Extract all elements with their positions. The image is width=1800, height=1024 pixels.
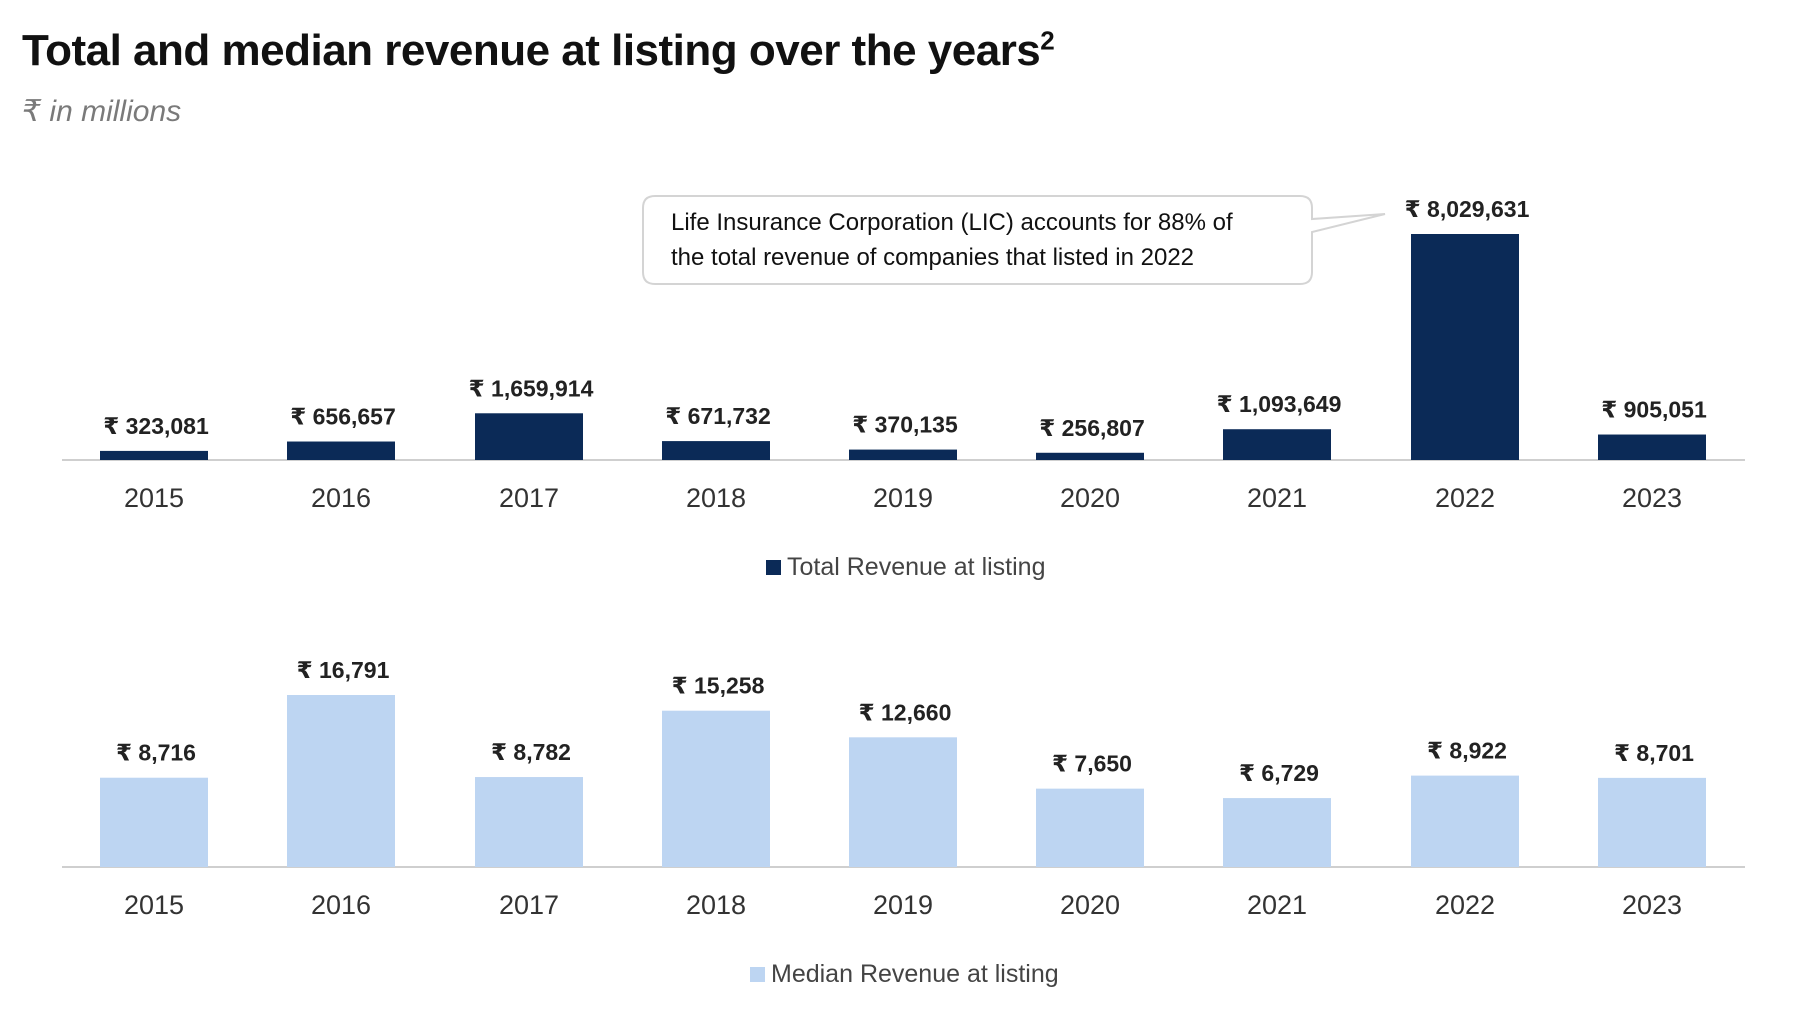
median-data-label-2023: ₹ 8,701 (1614, 740, 1694, 766)
total-x-tick-2017: 2017 (499, 483, 559, 513)
total-data-label-2023: ₹ 905,051 (1601, 397, 1707, 423)
total-bar-2017 (475, 413, 583, 460)
median-bar-2020 (1036, 788, 1144, 867)
total-x-tick-2020: 2020 (1060, 483, 1120, 513)
median-data-label-2022: ₹ 8,922 (1427, 738, 1507, 764)
median-bar-2021 (1223, 798, 1331, 867)
median-x-tick-2016: 2016 (311, 890, 371, 920)
median-data-label-2020: ₹ 7,650 (1052, 751, 1132, 777)
median-x-tick-2023: 2023 (1622, 890, 1682, 920)
title-footnote-marker: 2 (1040, 25, 1055, 56)
median-x-tick-2018: 2018 (686, 890, 746, 920)
median-bar-2023 (1598, 777, 1706, 867)
callout-line-2: the total revenue of companies that list… (671, 244, 1195, 271)
median-x-tick-2017: 2017 (499, 890, 559, 920)
callout-line-1: Life Insurance Corporation (LIC) account… (671, 209, 1233, 236)
median-x-tick-2015: 2015 (124, 890, 184, 920)
median-data-label-2019: ₹ 12,660 (859, 699, 952, 725)
total-bar-2021 (1223, 429, 1331, 460)
median-bar-2017 (475, 777, 583, 867)
total-data-label-2020: ₹ 256,807 (1039, 415, 1145, 441)
legend-total-revenue: Total Revenue at listing (766, 553, 1045, 582)
median-data-label-2018: ₹ 15,258 (672, 673, 765, 699)
units-subtitle: ₹ in millions (22, 95, 182, 128)
total-data-label-2015: ₹ 323,081 (103, 413, 209, 439)
total-data-label-2016: ₹ 656,657 (290, 404, 396, 430)
legend-label-total: Total Revenue at listing (787, 553, 1046, 581)
total-bar-2019 (849, 449, 957, 460)
median-bar-2015 (100, 777, 208, 867)
total-data-label-2022: ₹ 8,029,631 (1405, 196, 1530, 222)
total-x-tick-2019: 2019 (873, 483, 933, 513)
total-data-label-2017: ₹ 1,659,914 (469, 375, 594, 401)
median-x-tick-2019: 2019 (873, 890, 933, 920)
total-x-tick-2023: 2023 (1622, 483, 1682, 513)
total-bar-2016 (287, 441, 395, 460)
legend-swatch-total (766, 560, 781, 575)
median-x-tick-2021: 2021 (1247, 890, 1307, 920)
title-text: Total and median revenue at listing over… (22, 26, 1041, 75)
median-bar-2016 (287, 695, 395, 867)
median-revenue-chart: ₹ 8,716 2015 ₹ 16,791 2016 ₹ 8,782 2017 ₹ 15,2… (62, 657, 1745, 920)
total-x-tick-2016: 2016 (311, 483, 371, 513)
median-x-tick-2020: 2020 (1060, 890, 1120, 920)
median-bar-2022 (1411, 775, 1519, 867)
total-data-label-2019: ₹ 370,135 (852, 412, 958, 438)
page-title: Total and median revenue at listing over… (22, 25, 1055, 76)
total-bar-2023 (1598, 434, 1706, 460)
total-revenue-chart: ₹ 323,081 2015 ₹ 656,657 2016 ₹ 1,659,914 201… (62, 196, 1745, 513)
median-bar-2019 (849, 737, 957, 867)
legend-label-median: Median Revenue at listing (771, 960, 1059, 988)
legend-median-revenue: Median Revenue at listing (750, 960, 1059, 989)
callout-text: Life Insurance Corporation (LIC) account… (671, 205, 1233, 275)
total-x-tick-2022: 2022 (1435, 483, 1495, 513)
legend-swatch-median (750, 967, 765, 982)
median-x-tick-2022: 2022 (1435, 890, 1495, 920)
median-bar-2018 (662, 710, 770, 867)
total-bar-2015 (100, 450, 208, 460)
total-data-label-2018: ₹ 671,732 (665, 403, 771, 429)
total-x-tick-2018: 2018 (686, 483, 746, 513)
median-data-label-2017: ₹ 8,782 (491, 739, 571, 765)
total-x-tick-2015: 2015 (124, 483, 184, 513)
lic-callout (642, 195, 1386, 285)
median-data-label-2015: ₹ 8,716 (116, 740, 196, 766)
total-bar-2018 (662, 441, 770, 460)
total-bar-2020 (1036, 452, 1144, 460)
callout-box (642, 195, 1386, 285)
total-data-label-2021: ₹ 1,093,649 (1217, 391, 1342, 417)
median-data-label-2016: ₹ 16,791 (297, 657, 390, 683)
total-bar-2022 (1411, 234, 1519, 460)
total-x-tick-2021: 2021 (1247, 483, 1307, 513)
median-data-label-2021: ₹ 6,729 (1239, 760, 1319, 786)
